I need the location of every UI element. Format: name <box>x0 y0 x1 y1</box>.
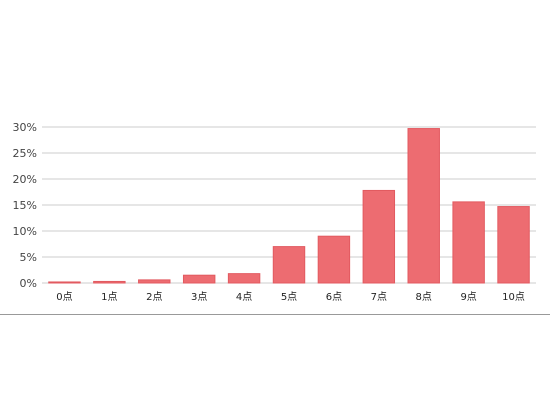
y-axis-ticks: 0% 5% 10% 15% 20% 25% 30% <box>13 121 37 290</box>
x-tick-label: 6点 <box>326 291 342 303</box>
bars <box>48 128 530 284</box>
x-tick-label: 4点 <box>236 291 252 303</box>
bar <box>497 206 530 284</box>
x-tick-label: 2点 <box>146 291 162 303</box>
x-tick-label: 8点 <box>416 291 432 303</box>
bar <box>227 273 261 284</box>
x-tick-label: 9点 <box>460 291 476 303</box>
y-tick-label: 15% <box>13 199 37 212</box>
panel-divider <box>0 314 550 315</box>
bar <box>362 189 396 284</box>
x-tick-label: 1点 <box>101 291 117 303</box>
x-tick-label: 5点 <box>281 291 297 303</box>
y-tick-label: 20% <box>13 173 37 186</box>
bar <box>93 280 126 284</box>
y-tick-label: 5% <box>20 251 37 264</box>
bar <box>48 281 81 284</box>
y-tick-label: 0% <box>20 277 37 290</box>
bar <box>138 279 171 284</box>
y-tick-label: 25% <box>13 147 37 160</box>
y-tick-label: 30% <box>13 121 37 134</box>
x-tick-label: 3点 <box>191 291 207 303</box>
x-axis-ticks: 0点 1点 2点 3点 4点 5点 6点 7点 8点 9点 10点 <box>56 291 525 303</box>
y-tick-label: 10% <box>13 225 37 238</box>
bar <box>452 201 485 284</box>
bar <box>182 274 216 284</box>
x-tick-label: 7点 <box>371 291 387 303</box>
bar <box>272 246 306 284</box>
bar <box>407 128 440 284</box>
gridlines <box>42 126 536 284</box>
x-tick-label: 0点 <box>56 291 72 303</box>
bar <box>317 235 351 284</box>
x-tick-label: 10点 <box>502 291 525 303</box>
